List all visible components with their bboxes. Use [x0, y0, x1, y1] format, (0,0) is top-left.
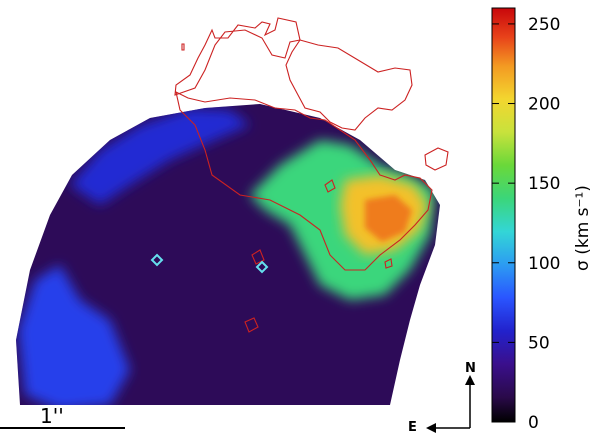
region-northwest-arc: [70, 108, 250, 205]
colorbar-tick-label: 100: [528, 254, 560, 274]
contour-north: [174, 17, 301, 96]
colorbar-tick-label: 250: [528, 15, 560, 35]
contours: [174, 17, 449, 333]
colorbar-tick-label: 50: [528, 333, 550, 353]
contour-northeast: [285, 39, 413, 131]
marker-center: [255, 260, 269, 274]
compass-north-label: N: [465, 361, 476, 376]
contour-small-4: [384, 258, 393, 269]
compass-east-label: E: [408, 420, 417, 433]
compass-east-head: [426, 423, 436, 433]
colorbar-tick-label: 150: [528, 174, 560, 194]
colorbar-tick-label: 200: [528, 95, 560, 115]
marker-west: [150, 253, 164, 267]
colorbar-frame: [491, 7, 516, 423]
contour-speck: [181, 43, 185, 51]
contour-small-2: [251, 249, 265, 265]
colorbar-tick-label: 0: [528, 413, 539, 433]
contour-east-lobe: [424, 147, 449, 171]
region-peak-core-inner: [365, 195, 412, 242]
contour-small-3: [244, 317, 259, 333]
compass-north-head: [465, 375, 475, 385]
scale-bar-label: 1'': [40, 404, 64, 428]
region-southwest-rim: [18, 265, 130, 405]
compass: N E: [408, 361, 476, 433]
contour-main: [175, 90, 433, 271]
colorbar: 0 50 100 150 200 250 σ (km s⁻¹): [491, 7, 593, 433]
scale-bar: 1'': [0, 404, 125, 429]
markers: [150, 253, 269, 274]
colorbar-gradient: [492, 8, 515, 422]
colorbar-label: σ (km s⁻¹): [573, 185, 593, 271]
contour-small-1: [324, 179, 336, 193]
